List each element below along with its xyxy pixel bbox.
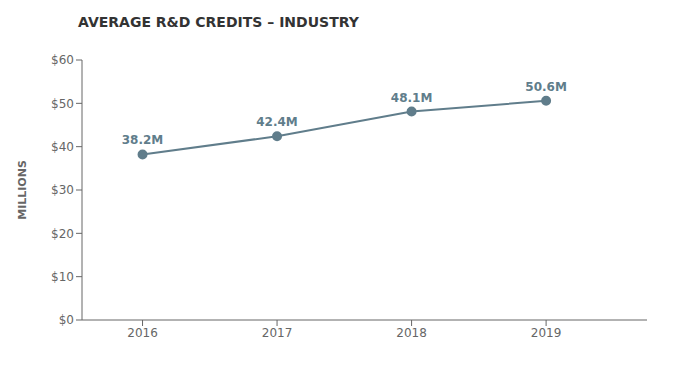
svg-text:$60: $60 bbox=[51, 53, 74, 67]
svg-text:$0: $0 bbox=[59, 313, 74, 327]
html-text:AVERAGE R&D CREDITS – INDUSTRY: AVERAGE R&D CREDITS – INDUSTRY bbox=[78, 14, 359, 30]
svg-text:2018: 2018 bbox=[396, 326, 427, 340]
svg-text:48.1M: 48.1M bbox=[391, 91, 433, 105]
svg-text:MILLIONS: MILLIONS bbox=[16, 160, 29, 220]
svg-text:$10: $10 bbox=[51, 270, 74, 284]
svg-text:38.2M: 38.2M bbox=[122, 133, 164, 147]
svg-text:$30: $30 bbox=[51, 183, 74, 197]
svg-text:2019: 2019 bbox=[531, 326, 562, 340]
svg-text:$40: $40 bbox=[51, 140, 74, 154]
svg-text:$20: $20 bbox=[51, 227, 74, 241]
svg-text:2017: 2017 bbox=[262, 326, 293, 340]
svg-text:$50: $50 bbox=[51, 97, 74, 111]
svg-text:42.4M: 42.4M bbox=[256, 115, 298, 129]
svg-text:2016: 2016 bbox=[127, 326, 158, 340]
svg-text:50.6M: 50.6M bbox=[525, 80, 567, 94]
